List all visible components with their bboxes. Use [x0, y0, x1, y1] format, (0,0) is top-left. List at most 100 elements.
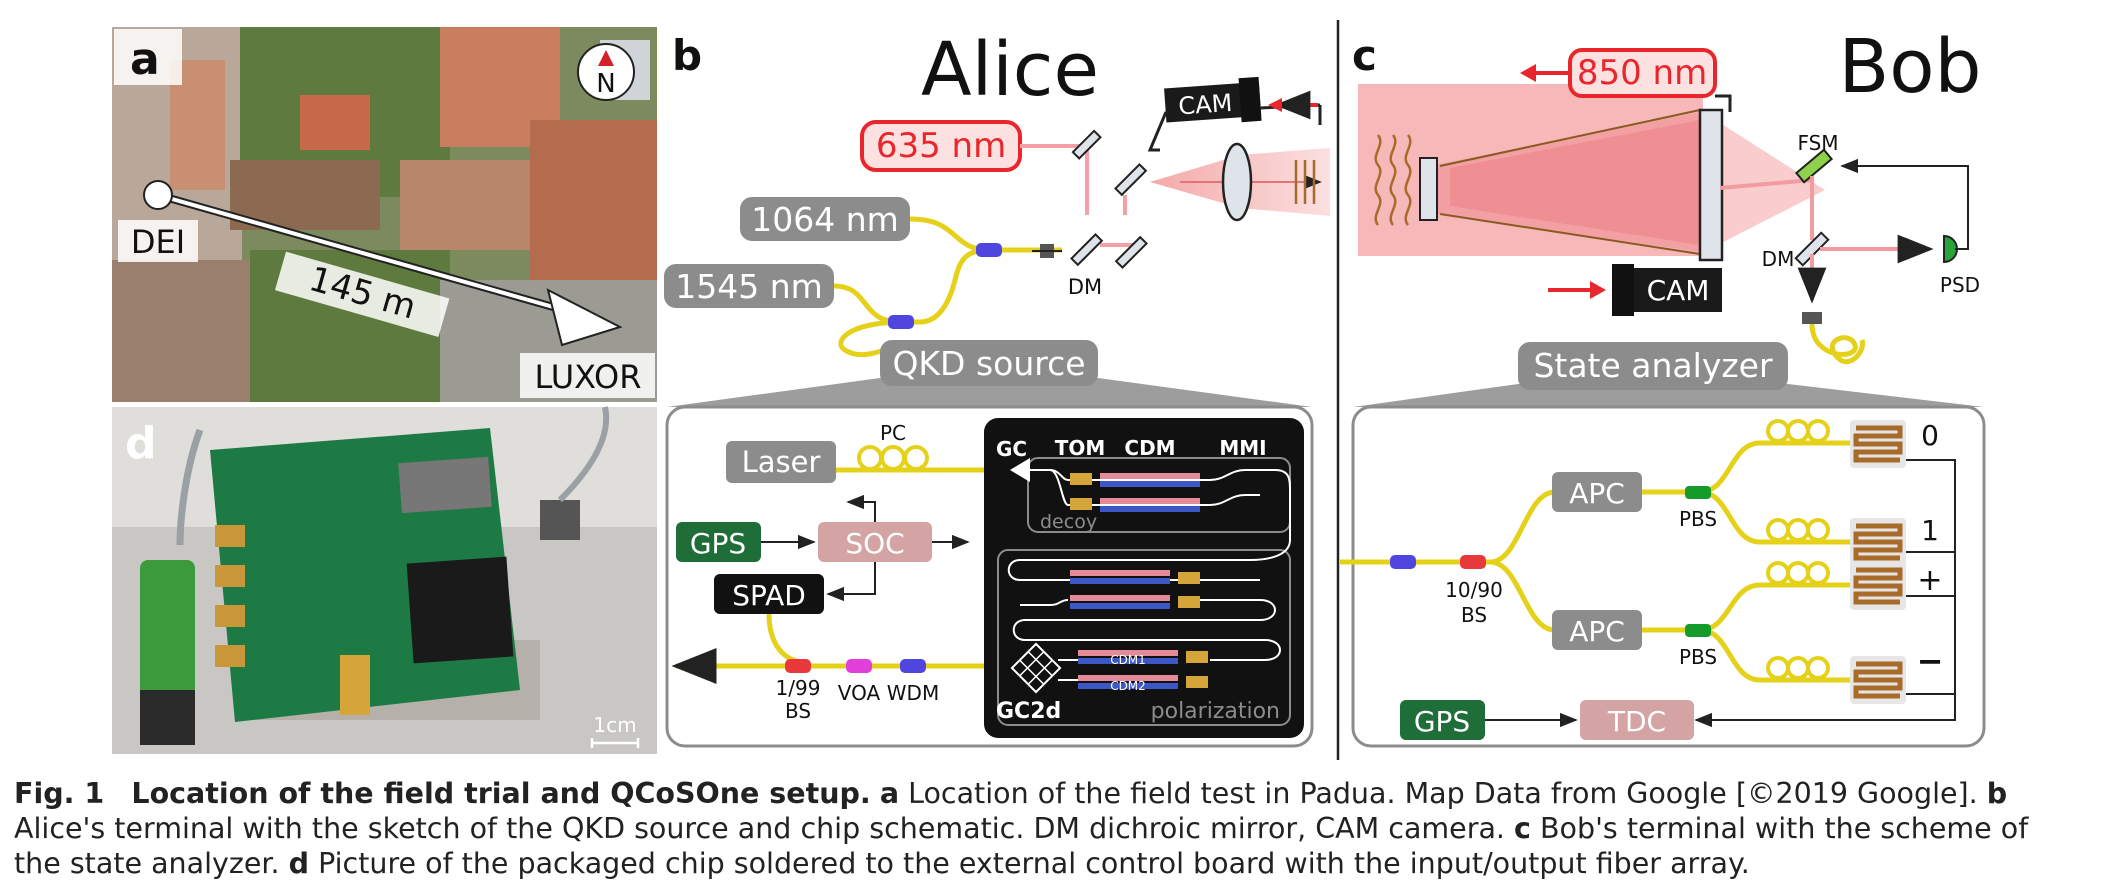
- pbs-top: [1685, 486, 1711, 499]
- tdc-box: [1580, 700, 1694, 740]
- tdc-label: TDC: [1607, 705, 1666, 738]
- pbs-top-label: PBS: [1679, 507, 1717, 531]
- laser-1545-box: [664, 264, 834, 308]
- laser-1545-label: 1545 nm: [675, 267, 823, 306]
- alice-title: Alice: [921, 27, 1099, 113]
- compass-label: N: [596, 69, 615, 99]
- start-point-icon: [143, 180, 173, 210]
- bs-label-line2: BS: [785, 699, 811, 723]
- wdm-component: [900, 659, 926, 673]
- soc-box: [818, 522, 932, 562]
- pbs-bottom: [1685, 624, 1711, 637]
- out-plus-label: +: [1917, 563, 1942, 598]
- grating-coupler-icon: [1010, 458, 1030, 482]
- alice-lens: [1221, 142, 1253, 222]
- chip-laser-label: Laser: [742, 445, 821, 479]
- bob-dm-mirror: [1794, 231, 1830, 267]
- out-1-label: 1: [1921, 514, 1939, 547]
- state-analyzer-tab: [1518, 342, 1788, 390]
- end-label: LUXOR: [535, 358, 642, 396]
- pbs-bottom-label: PBS: [1679, 645, 1717, 669]
- bob-gps-label: GPS: [1414, 705, 1470, 738]
- apc-bottom-label: APC: [1569, 615, 1625, 648]
- soc-label: SOC: [845, 527, 904, 560]
- decoy-label: decoy: [1040, 511, 1097, 533]
- fsm-mirror: [1794, 148, 1834, 184]
- caption-d-letter: d: [288, 847, 309, 880]
- caption-title: Location of the field trial and QCoSOne …: [131, 777, 871, 810]
- laser-1064-label: 1064 nm: [751, 200, 899, 239]
- panel-d: d 1cm: [112, 406, 657, 754]
- wdm-label: WDM: [887, 681, 939, 705]
- bob-dm-label: DM: [1762, 247, 1795, 271]
- detector-0: [1850, 420, 1906, 468]
- alice-cam-body: [1164, 81, 1262, 123]
- direction-arrow-icon: [546, 288, 623, 347]
- cdm-label: CDM: [1124, 436, 1175, 460]
- fsm-label: FSM: [1797, 131, 1838, 155]
- caption-c-text: Bob's terminal with the scheme of the st…: [14, 812, 2029, 880]
- caption-a-text: Location of the field test in Padua. Map…: [908, 777, 1978, 810]
- laser-850-box: [1568, 48, 1717, 98]
- bob-title: Bob: [1838, 24, 1981, 110]
- tom-label: TOM: [1055, 436, 1106, 460]
- chip-gps-box: [676, 522, 761, 562]
- caption-d-text: Picture of the packaged chip soldered to…: [318, 847, 1750, 880]
- apc-bottom-box: [1552, 610, 1642, 650]
- chip-gps-label: GPS: [690, 527, 746, 560]
- state-analyzer-label: State analyzer: [1533, 346, 1773, 385]
- bs-10-90-label-line1: 10/90: [1445, 578, 1503, 602]
- panel-a: a N DEI 145 m LUXOR: [112, 27, 657, 402]
- mmi-label: MMI: [1219, 436, 1266, 460]
- voa-label: VOA: [838, 681, 881, 705]
- caption-a-letter: a: [879, 777, 900, 810]
- laser-850-label: 850 nm: [1577, 53, 1707, 93]
- fiber-array-connector: [140, 560, 195, 710]
- panel-d-letter: d: [125, 418, 157, 469]
- pc-label: PC: [880, 421, 906, 445]
- start-label: DEI: [131, 223, 185, 261]
- voa-component: [846, 659, 872, 673]
- panel-b: b Alice CAM 635 nm DM 1064 nm: [664, 27, 1330, 748]
- apc-top-box: [1552, 472, 1642, 512]
- caption-c-letter: c: [1514, 812, 1531, 845]
- cdm2-label: CDM2: [1110, 679, 1146, 693]
- apc-top-label: APC: [1569, 477, 1625, 510]
- caption-b-letter: b: [1986, 777, 2008, 810]
- compass-icon: [577, 43, 635, 101]
- panel-b-letter: b: [672, 31, 702, 80]
- figure-caption: Fig. 1 Location of the field trial and Q…: [14, 776, 2084, 881]
- out-minus-label: −: [1917, 642, 1944, 680]
- bob-primary-mirror: [1698, 108, 1724, 262]
- scale-bar: [590, 738, 640, 748]
- cdm1-label: CDM1: [1110, 653, 1146, 667]
- panel-c: c Bob 850 nm CAM FSM DM PSD: [1340, 24, 1986, 748]
- gc-label: GC: [996, 437, 1027, 461]
- chip-laser-box: [726, 441, 836, 483]
- dichroic-mirror: [1070, 233, 1104, 267]
- spad-box: [714, 574, 824, 614]
- bs-10-90: [1460, 555, 1486, 569]
- alice-cam-label: CAM: [1177, 89, 1233, 121]
- psd-detector-icon: [1943, 234, 1958, 264]
- bs-component: [785, 659, 811, 673]
- panel-a-letter: a: [130, 34, 160, 85]
- bob-cam-label: CAM: [1647, 274, 1710, 307]
- caption-fig-number: Fig. 1: [14, 777, 105, 810]
- spad-label: SPAD: [732, 579, 806, 612]
- psd-label: PSD: [1940, 273, 1980, 297]
- detector-minus: [1850, 656, 1906, 704]
- qkd-source-tab: [880, 340, 1098, 386]
- laser-635-label: 635 nm: [876, 126, 1006, 166]
- detector-plus: [1850, 562, 1906, 610]
- bob-gps-box: [1400, 700, 1485, 740]
- detector-1: [1850, 518, 1906, 566]
- qkd-source-label: QKD source: [892, 344, 1085, 383]
- scale-label: 1cm: [593, 713, 636, 737]
- panel-c-letter: c: [1352, 31, 1377, 80]
- laser-1064-box: [740, 197, 910, 241]
- caption-b-text: Alice's terminal with the sketch of the …: [14, 812, 1505, 845]
- bs-label-line1: 1/99: [776, 676, 821, 700]
- bs-10-90-label-line2: BS: [1461, 603, 1487, 627]
